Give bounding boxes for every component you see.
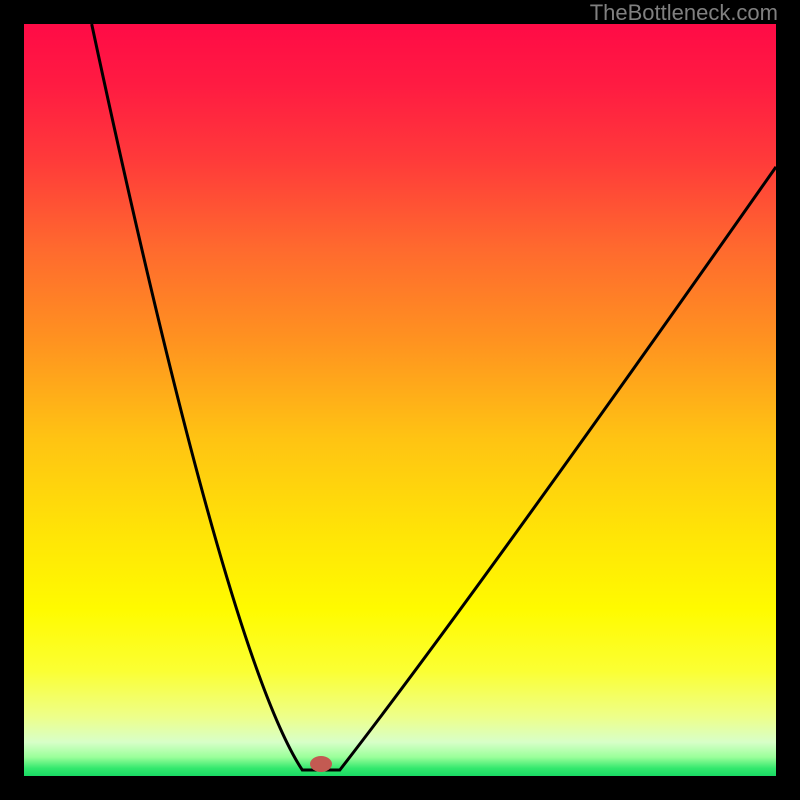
bottleneck-curve — [24, 24, 776, 776]
optimal-marker — [310, 756, 332, 772]
chart-container: TheBottleneck.com — [0, 0, 800, 800]
watermark-text: TheBottleneck.com — [590, 0, 778, 26]
curve-path — [92, 24, 776, 770]
plot-area — [24, 24, 776, 776]
